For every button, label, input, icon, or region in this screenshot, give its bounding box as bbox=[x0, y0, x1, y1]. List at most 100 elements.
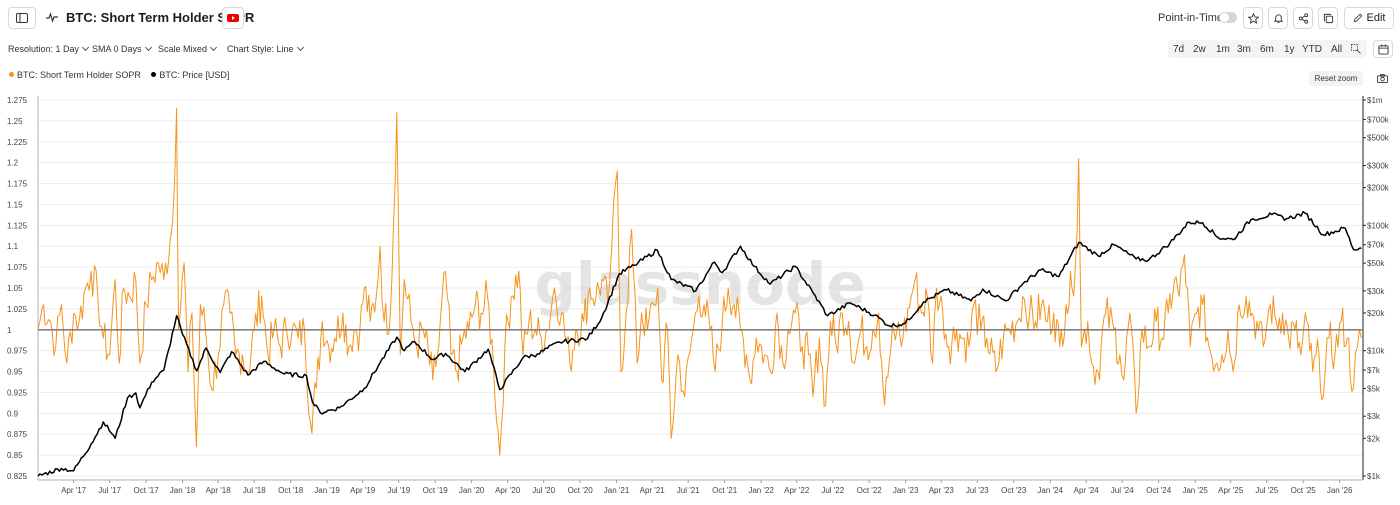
left-axis-labels: 1.275 1.25 1.225 1.2 1.175 1.15 1.125 1.1 1.075 1… bbox=[7, 96, 28, 481]
left-tick-label: 1.075 bbox=[7, 263, 28, 272]
copy-button[interactable] bbox=[1318, 7, 1338, 29]
left-tick-label: 0.95 bbox=[7, 368, 23, 377]
left-tick-label: 0.925 bbox=[7, 388, 28, 397]
x-tick-label: Jan '20 bbox=[459, 486, 485, 495]
legend-sopr-label: BTC: Short Term Holder SOPR bbox=[17, 70, 141, 80]
right-tick-label: $20k bbox=[1367, 309, 1385, 318]
left-tick-label: 1.05 bbox=[7, 284, 23, 293]
right-tick-label: $2k bbox=[1367, 434, 1381, 443]
youtube-icon bbox=[227, 14, 239, 22]
x-tick-label: Jul '19 bbox=[387, 486, 410, 495]
share-icon bbox=[1298, 12, 1308, 24]
x-tick-label: Apr '17 bbox=[61, 486, 87, 495]
range-selector: 7d 2w 1m 3m 6m 1y YTD All bbox=[1168, 40, 1367, 58]
left-tick-label: 1.25 bbox=[7, 117, 23, 126]
right-tick-label: $300k bbox=[1367, 162, 1390, 171]
x-tick-label: Oct '24 bbox=[1146, 486, 1172, 495]
resolution-label: Resolution: 1 Day bbox=[8, 44, 80, 54]
left-tick-label: 1.15 bbox=[7, 200, 23, 209]
sopr-series-line bbox=[37, 107, 1362, 456]
chart-style-dropdown[interactable]: Chart Style: Line bbox=[227, 43, 304, 54]
right-tick-label: $5k bbox=[1367, 384, 1381, 393]
range-1m[interactable]: 1m bbox=[1216, 44, 1230, 55]
legend-item-sopr[interactable]: BTC: Short Term Holder SOPR bbox=[9, 70, 141, 80]
chevron-down-icon bbox=[144, 43, 152, 52]
x-tick-label: Jul '23 bbox=[966, 486, 989, 495]
x-tick-label: Oct '18 bbox=[278, 486, 304, 495]
x-tick-label: Jul '24 bbox=[1111, 486, 1134, 495]
alert-button[interactable] bbox=[1268, 7, 1288, 29]
share-button[interactable] bbox=[1293, 7, 1313, 29]
x-tick-label: Jan '25 bbox=[1182, 486, 1208, 495]
range-2w[interactable]: 2w bbox=[1193, 44, 1206, 55]
left-tick-label: 0.875 bbox=[7, 430, 28, 439]
resolution-dropdown[interactable]: Resolution: 1 Day bbox=[8, 43, 90, 54]
sidebar-toggle-button[interactable] bbox=[8, 7, 36, 29]
favorite-button[interactable] bbox=[1243, 7, 1263, 29]
right-axis-labels: $1m $700k $500k $300k $200k $100k $70k $50k $30k… bbox=[1363, 96, 1390, 481]
right-tick-label: $500k bbox=[1367, 134, 1390, 143]
right-tick-label: $200k bbox=[1367, 184, 1390, 193]
sma-label: SMA 0 Days bbox=[92, 44, 142, 54]
youtube-button[interactable] bbox=[222, 7, 244, 29]
x-tick-label: Apr '21 bbox=[640, 486, 666, 495]
right-tick-label: $700k bbox=[1367, 115, 1390, 124]
x-axis-labels: Apr '17 Jul '17 Oct '17 Jan '18 Apr '18 Jul '… bbox=[61, 480, 1353, 495]
range-3m[interactable]: 3m bbox=[1237, 44, 1251, 55]
right-tick-label: $7k bbox=[1367, 366, 1381, 375]
right-tick-label: $10k bbox=[1367, 347, 1385, 356]
point-in-time-toggle[interactable] bbox=[1219, 12, 1237, 23]
chevron-down-icon bbox=[82, 43, 90, 52]
right-tick-label: $100k bbox=[1367, 221, 1390, 230]
x-tick-label: Oct '17 bbox=[134, 486, 160, 495]
right-tick-label: $1k bbox=[1367, 472, 1381, 481]
right-tick-label: $1m bbox=[1367, 96, 1383, 105]
right-tick-label: $30k bbox=[1367, 287, 1385, 296]
edit-button[interactable]: Edit bbox=[1344, 7, 1394, 29]
calendar-icon bbox=[1377, 43, 1389, 55]
range-6m[interactable]: 6m bbox=[1260, 44, 1274, 55]
legend-item-price[interactable]: BTC: Price [USD] bbox=[151, 70, 229, 80]
pencil-icon bbox=[1353, 13, 1362, 23]
x-tick-label: Jul '18 bbox=[243, 486, 266, 495]
pulse-icon bbox=[46, 12, 58, 23]
x-tick-label: Jul '20 bbox=[532, 486, 555, 495]
point-in-time-label: Point-in-Time bbox=[1158, 12, 1223, 24]
left-tick-label: 0.85 bbox=[7, 451, 23, 460]
x-tick-label: Jan '23 bbox=[893, 486, 919, 495]
range-all[interactable]: All bbox=[1331, 44, 1343, 55]
range-ytd[interactable]: YTD bbox=[1302, 44, 1322, 55]
x-tick-label: Apr '24 bbox=[1074, 486, 1100, 495]
x-tick-label: Apr '20 bbox=[495, 486, 521, 495]
sma-dropdown[interactable]: SMA 0 Days bbox=[92, 43, 152, 54]
x-tick-label: Jan '24 bbox=[1037, 486, 1063, 495]
range-1y[interactable]: 1y bbox=[1284, 44, 1295, 55]
range-7d[interactable]: 7d bbox=[1173, 44, 1185, 55]
x-tick-label: Oct '22 bbox=[857, 486, 883, 495]
edit-label: Edit bbox=[1366, 12, 1386, 24]
calendar-button[interactable] bbox=[1373, 40, 1393, 58]
x-tick-label: Apr '25 bbox=[1218, 486, 1244, 495]
left-tick-label: 1 bbox=[7, 326, 12, 335]
x-tick-label: Jan '21 bbox=[604, 486, 630, 495]
screenshot-button[interactable] bbox=[1373, 70, 1391, 86]
x-tick-label: Apr '23 bbox=[929, 486, 955, 495]
reset-zoom-button[interactable]: Reset zoom bbox=[1309, 71, 1363, 86]
chevron-down-icon bbox=[209, 43, 218, 52]
page-title: BTC: Short Term Holder SOPR bbox=[66, 10, 255, 25]
left-tick-label: 1.2 bbox=[7, 159, 19, 168]
scale-dropdown[interactable]: Scale Mixed bbox=[158, 43, 218, 54]
plot-series bbox=[37, 107, 1363, 477]
x-tick-label: Jan '19 bbox=[314, 486, 340, 495]
scale-label: Scale Mixed bbox=[158, 44, 208, 54]
x-tick-label: Oct '19 bbox=[423, 486, 449, 495]
zoom-icon[interactable] bbox=[1351, 44, 1361, 54]
top-bar: BTC: Short Term Holder SOPR Point-in-Tim… bbox=[0, 0, 1400, 36]
chart-area[interactable]: glassnode 1.2751.251.2251.21.1751.151.12… bbox=[0, 92, 1400, 505]
chevron-down-icon bbox=[296, 43, 304, 52]
left-tick-label: 1.1 bbox=[7, 242, 19, 251]
left-tick-label: 1.125 bbox=[7, 221, 28, 230]
left-tick-label: 0.825 bbox=[7, 472, 28, 481]
left-tick-label: 0.9 bbox=[7, 409, 19, 418]
right-tick-label: $3k bbox=[1367, 412, 1381, 421]
